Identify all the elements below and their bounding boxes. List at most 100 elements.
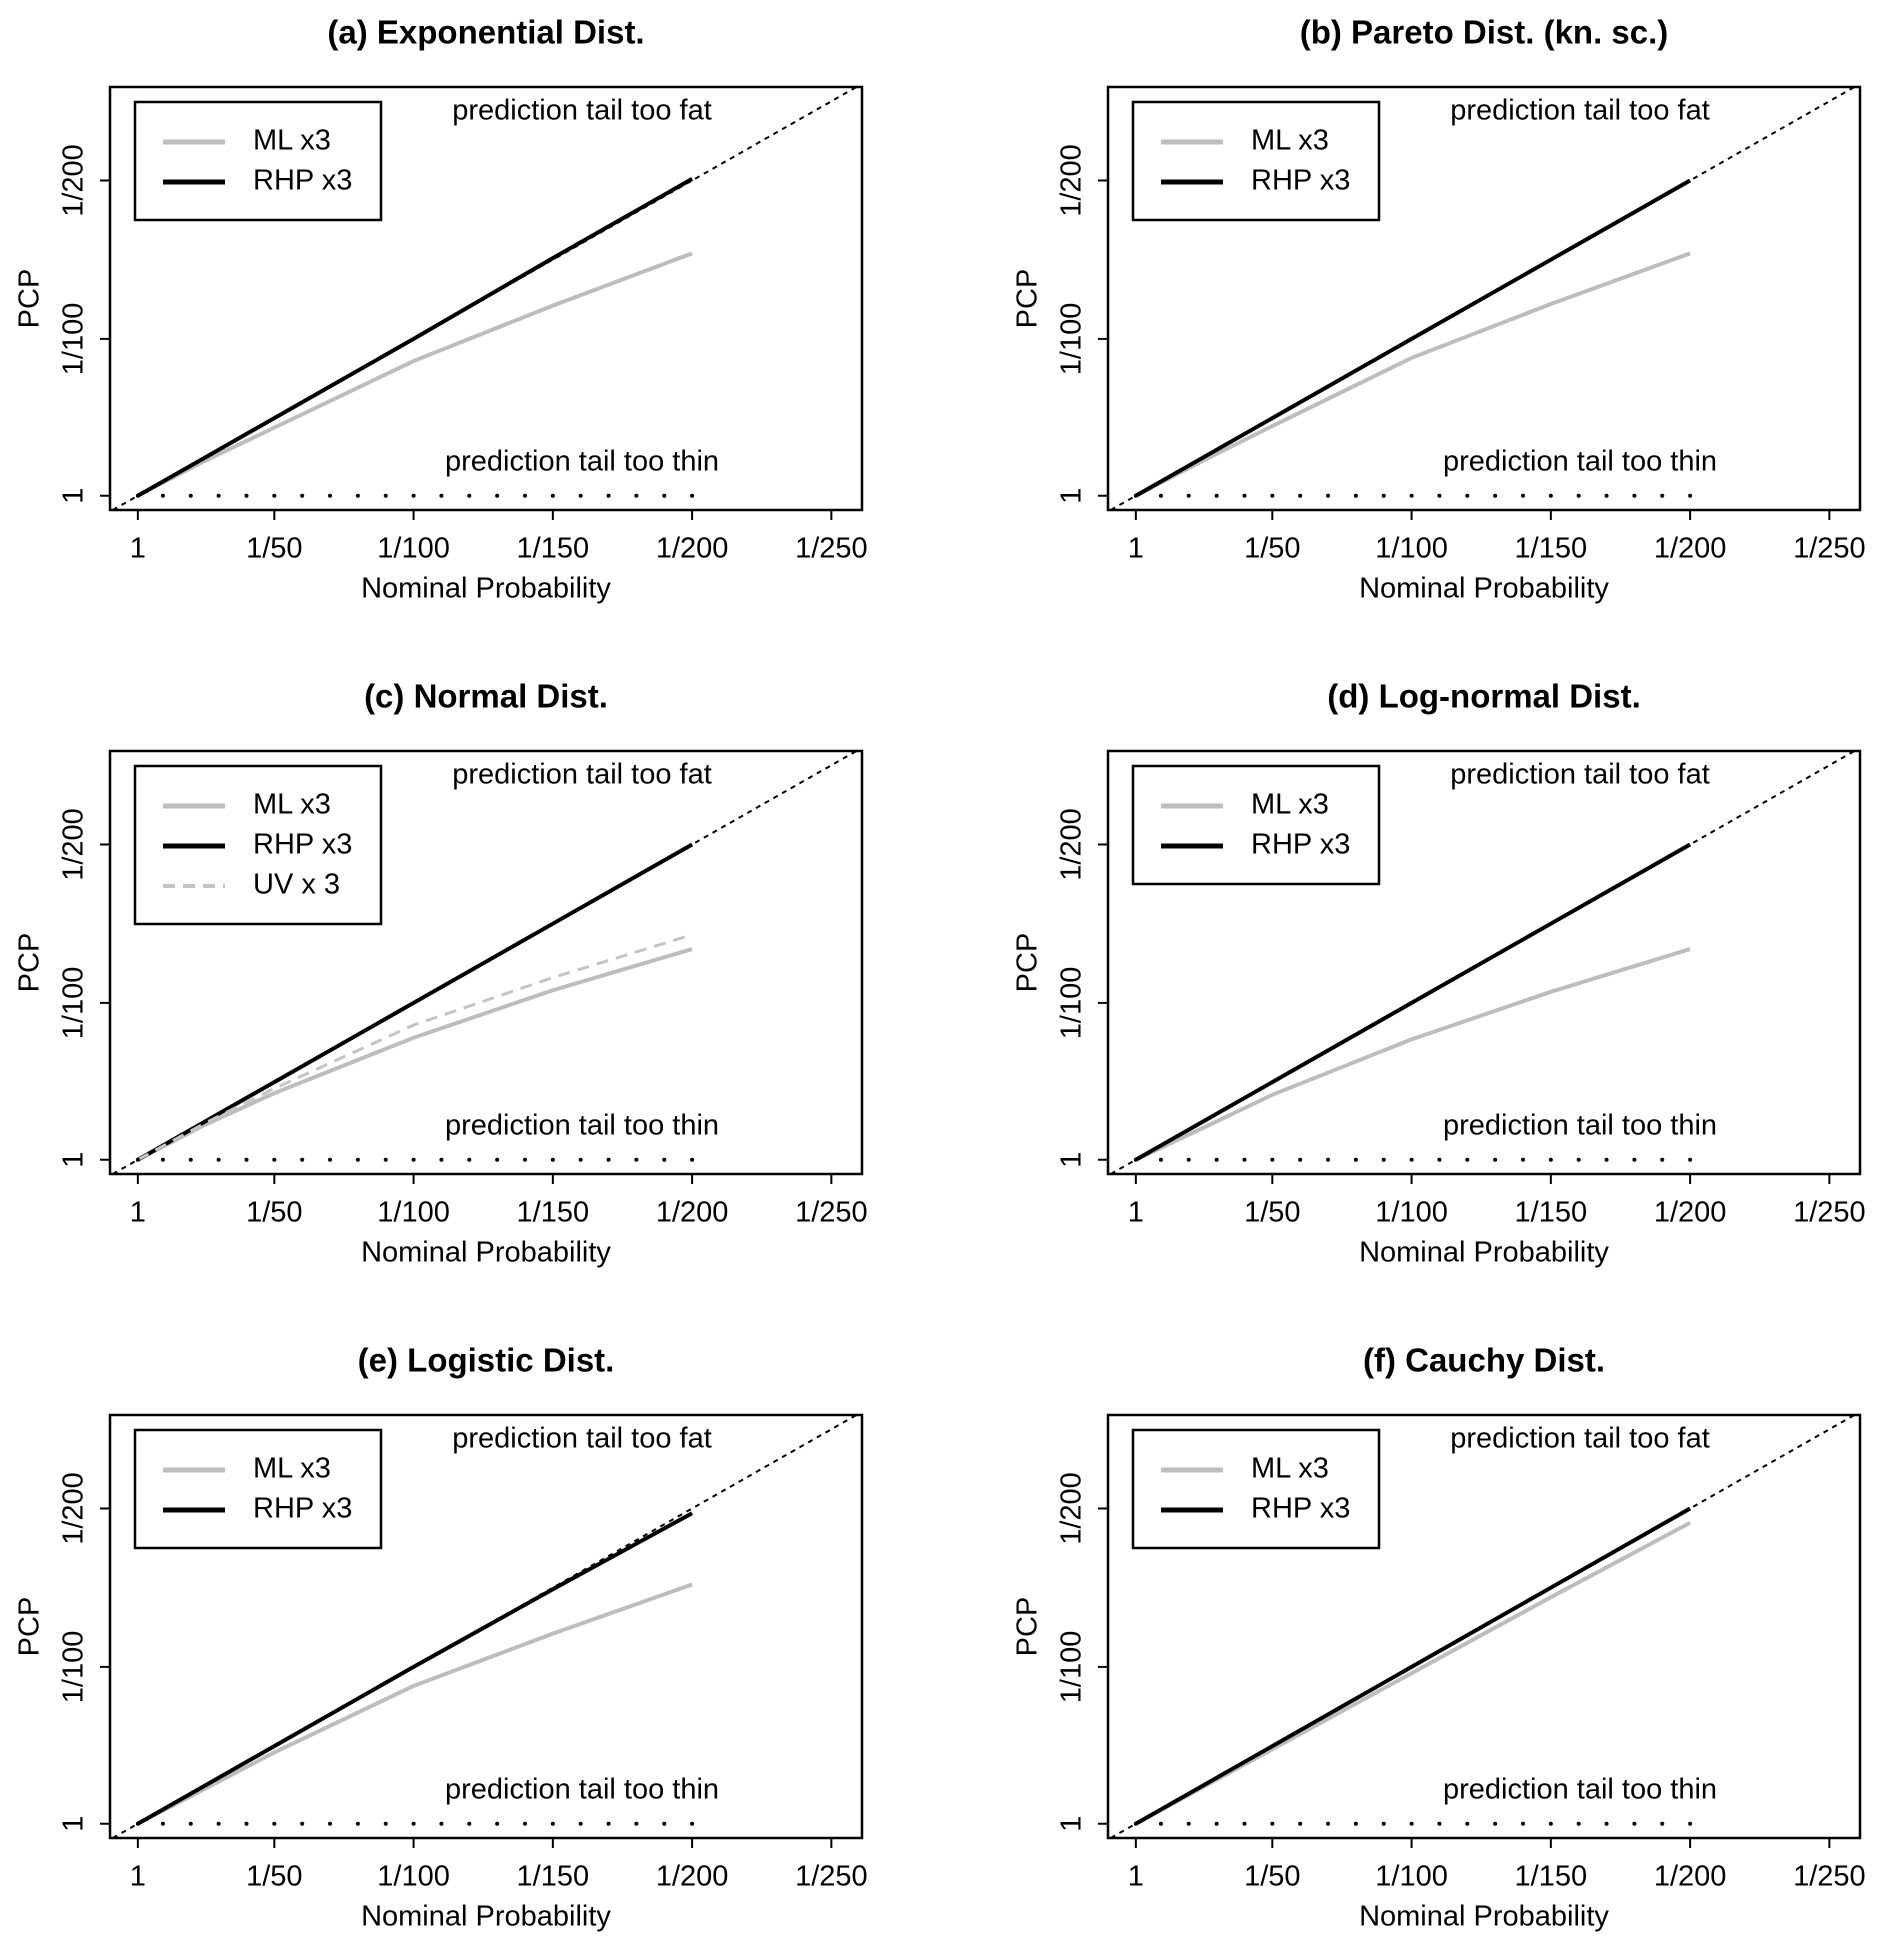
data-point bbox=[1493, 493, 1498, 498]
data-point bbox=[188, 1157, 193, 1162]
legend-label: RHP x3 bbox=[253, 829, 352, 861]
data-point bbox=[1214, 1157, 1219, 1162]
legend-label: ML x3 bbox=[1251, 1453, 1329, 1485]
chart-title: (d) Log-normal Dist. bbox=[1327, 678, 1640, 715]
x-tick-label: 1/100 bbox=[1375, 1861, 1448, 1893]
data-point bbox=[1576, 493, 1581, 498]
y-axis-label: PCP bbox=[1012, 1597, 1044, 1657]
data-point bbox=[550, 493, 555, 498]
data-point bbox=[1381, 1821, 1386, 1826]
data-point bbox=[411, 493, 416, 498]
y-tick-label: 1/200 bbox=[1056, 1472, 1088, 1545]
x-tick-label: 1/150 bbox=[1515, 533, 1588, 565]
data-point bbox=[634, 493, 639, 498]
y-tick-label: 1/100 bbox=[58, 1631, 90, 1704]
y-tick-label: 1 bbox=[1056, 488, 1088, 504]
x-tick-label: 1/200 bbox=[1654, 533, 1727, 565]
x-tick-label: 1/50 bbox=[246, 1197, 302, 1229]
data-point bbox=[495, 1821, 500, 1826]
legend-label: RHP x3 bbox=[253, 1493, 352, 1525]
y-tick-label: 1/200 bbox=[1056, 144, 1088, 217]
data-point bbox=[216, 1157, 221, 1162]
x-axis-label: Nominal Probability bbox=[1359, 573, 1609, 605]
chart-title: (a) Exponential Dist. bbox=[327, 14, 644, 51]
data-point bbox=[1465, 1821, 1470, 1826]
data-point bbox=[1548, 1821, 1553, 1826]
data-point bbox=[439, 1157, 444, 1162]
data-point bbox=[1298, 493, 1303, 498]
data-point bbox=[1242, 493, 1247, 498]
data-point bbox=[272, 1157, 277, 1162]
legend-label: ML x3 bbox=[1251, 125, 1329, 157]
y-axis-label: PCP bbox=[1012, 269, 1044, 329]
data-point bbox=[550, 1821, 555, 1826]
series-line bbox=[1134, 947, 1691, 1162]
annotation: prediction tail too thin bbox=[1443, 446, 1717, 478]
annotation: prediction tail too fat bbox=[1450, 759, 1710, 791]
data-point bbox=[467, 1157, 472, 1162]
x-tick-label: 1/100 bbox=[1375, 1197, 1448, 1229]
data-point bbox=[522, 1821, 527, 1826]
data-point bbox=[1604, 1821, 1609, 1826]
data-point bbox=[578, 1821, 583, 1826]
x-axis-label: Nominal Probability bbox=[361, 1237, 611, 1269]
data-point bbox=[1270, 1821, 1275, 1826]
x-tick-label: 1 bbox=[1128, 533, 1144, 565]
x-tick-label: 1/50 bbox=[246, 1861, 302, 1893]
data-point bbox=[160, 493, 165, 498]
data-point bbox=[188, 1821, 193, 1826]
data-point bbox=[662, 1157, 667, 1162]
x-axis-label: Nominal Probability bbox=[1359, 1237, 1609, 1269]
data-point bbox=[1158, 493, 1163, 498]
data-point bbox=[1465, 1157, 1470, 1162]
data-point bbox=[216, 493, 221, 498]
data-point bbox=[160, 1157, 165, 1162]
y-tick-label: 1 bbox=[1056, 1816, 1088, 1832]
x-tick-label: 1/250 bbox=[795, 533, 868, 565]
legend-box bbox=[1131, 764, 1381, 886]
y-axis-label: PCP bbox=[14, 933, 46, 993]
data-point bbox=[1381, 493, 1386, 498]
y-tick-label: 1/100 bbox=[58, 967, 90, 1040]
data-point bbox=[1133, 1157, 1138, 1162]
data-point bbox=[550, 1157, 555, 1162]
data-point bbox=[1632, 1821, 1637, 1826]
data-point bbox=[135, 493, 140, 498]
annotation: prediction tail too fat bbox=[452, 1423, 712, 1455]
data-point bbox=[328, 1821, 333, 1826]
data-point bbox=[1660, 1821, 1665, 1826]
data-point bbox=[244, 1157, 249, 1162]
data-point bbox=[1298, 1821, 1303, 1826]
y-axis-label: PCP bbox=[14, 1597, 46, 1657]
data-point bbox=[495, 493, 500, 498]
data-point bbox=[1660, 493, 1665, 498]
y-tick-label: 1 bbox=[58, 1816, 90, 1832]
series-line bbox=[136, 1511, 694, 1826]
x-tick-label: 1 bbox=[1128, 1861, 1144, 1893]
plot-frame bbox=[108, 85, 864, 512]
x-axis-label: Nominal Probability bbox=[1359, 1901, 1609, 1933]
legend-box bbox=[1131, 1428, 1381, 1550]
data-point bbox=[495, 1157, 500, 1162]
x-axis-label: Nominal Probability bbox=[361, 1901, 611, 1933]
series-line bbox=[137, 933, 693, 1162]
data-point bbox=[272, 493, 277, 498]
x-tick-label: 1/200 bbox=[656, 1197, 729, 1229]
series-line bbox=[1134, 251, 1691, 498]
data-point bbox=[1465, 493, 1470, 498]
x-tick-label: 1/50 bbox=[246, 533, 302, 565]
legend-box bbox=[133, 100, 383, 222]
y-tick-label: 1/100 bbox=[58, 303, 90, 376]
legend-label: RHP x3 bbox=[253, 165, 352, 197]
x-tick-label: 1/150 bbox=[517, 1861, 590, 1893]
x-tick-label: 1/150 bbox=[1515, 1861, 1588, 1893]
y-tick-label: 1/100 bbox=[1056, 1631, 1088, 1704]
x-tick-label: 1 bbox=[1128, 1197, 1144, 1229]
legend-label: UV x 3 bbox=[253, 869, 340, 901]
x-tick-label: 1/150 bbox=[1515, 1197, 1588, 1229]
data-point bbox=[1660, 1157, 1665, 1162]
data-point bbox=[1437, 493, 1442, 498]
annotation: prediction tail too fat bbox=[1450, 95, 1710, 127]
x-tick-label: 1/100 bbox=[1375, 533, 1448, 565]
annotation: prediction tail too fat bbox=[452, 759, 712, 791]
